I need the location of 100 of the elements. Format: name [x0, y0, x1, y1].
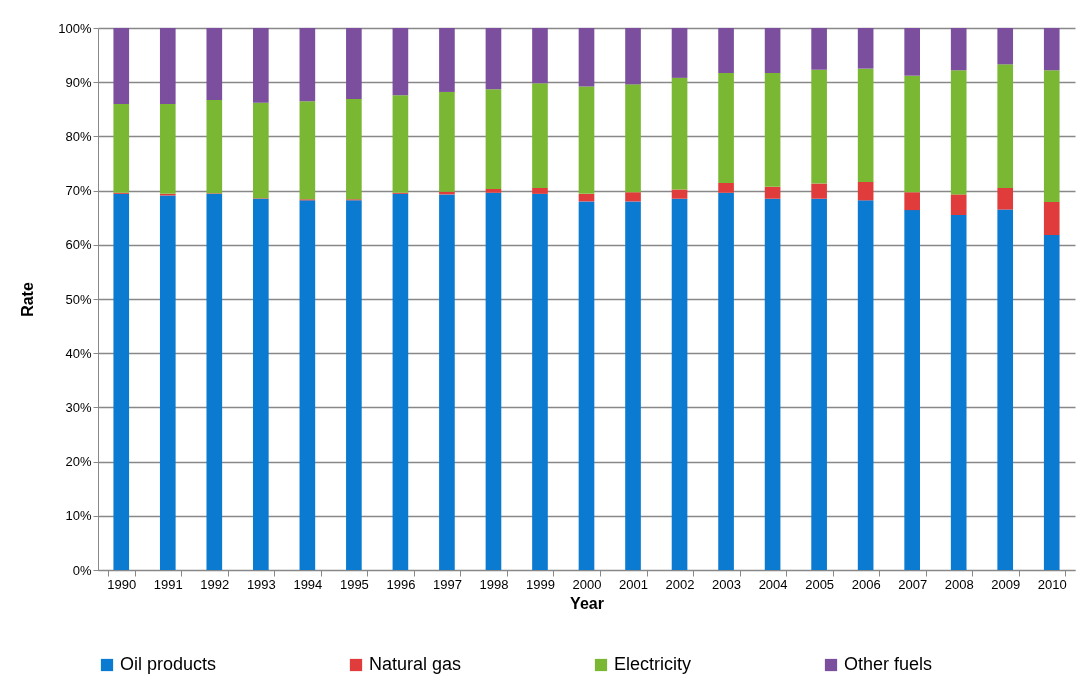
bar: [346, 200, 362, 570]
bar: [532, 28, 548, 84]
x-tick-label: 2003: [712, 576, 742, 592]
bar: [764, 198, 781, 570]
bar: [346, 28, 362, 99]
bar: [671, 198, 688, 570]
bar: [764, 186, 781, 199]
x-tick-label: 2002: [665, 576, 695, 592]
bar: [671, 77, 688, 190]
legend-label: Natural gas: [369, 654, 462, 674]
bar: [671, 189, 688, 199]
x-tick-label: 2004: [758, 576, 788, 592]
bar: [532, 193, 548, 570]
x-tick-label: 2008: [944, 576, 974, 592]
bar: [857, 181, 874, 201]
bar: [1043, 28, 1060, 71]
y-tick-label: 60%: [65, 237, 92, 253]
bar: [485, 192, 502, 570]
x-tick-label: 2001: [619, 576, 648, 592]
y-tick-label: 10%: [65, 508, 92, 524]
bar: [857, 200, 874, 570]
bar: [578, 201, 595, 570]
bar: [811, 198, 827, 570]
bar: [671, 28, 688, 78]
bar: [811, 69, 827, 184]
bar: [764, 72, 781, 187]
x-tick-label: 1992: [200, 576, 230, 592]
bar: [811, 28, 827, 70]
y-tick-label: 30%: [65, 399, 92, 415]
bar: [439, 91, 455, 192]
bar: [625, 192, 641, 202]
bar: [392, 28, 409, 96]
bar: [950, 28, 967, 71]
y-tick-label: 50%: [65, 291, 92, 307]
x-tick-label: 1994: [293, 576, 323, 592]
x-tick-label: 2000: [572, 576, 602, 592]
bar: [532, 83, 548, 188]
y-tick-label: 20%: [65, 454, 92, 470]
bar: [1043, 70, 1060, 202]
bar: [159, 195, 176, 570]
bar: [950, 214, 967, 570]
x-tick-label: 1993: [246, 576, 276, 592]
bar: [997, 64, 1014, 188]
bar: [392, 95, 409, 193]
x-tick-label: 1996: [386, 576, 416, 592]
bar: [857, 68, 874, 182]
bar: [578, 28, 595, 87]
bar: [950, 70, 967, 195]
x-axis-title: Year: [570, 594, 604, 612]
y-tick-label: 40%: [65, 345, 92, 361]
y-tick-label: 90%: [65, 74, 92, 90]
legend-label: Other fuels: [844, 654, 933, 674]
bar: [1043, 235, 1060, 570]
bar: [718, 183, 734, 193]
bar: [299, 28, 316, 102]
bar: [904, 210, 920, 570]
bar: [159, 28, 176, 104]
y-tick-label: 80%: [65, 128, 92, 144]
bar: [113, 28, 130, 104]
x-tick-label: 1997: [432, 576, 462, 592]
x-tick-label: 1995: [339, 576, 369, 592]
bar: [718, 72, 734, 184]
bar: [206, 100, 223, 194]
bar: [206, 193, 223, 570]
bar: [997, 187, 1014, 210]
bar: [253, 28, 269, 103]
bar: [485, 188, 502, 193]
bar: [439, 28, 455, 92]
bar: [485, 89, 502, 189]
x-tick-label: 2009: [991, 576, 1021, 592]
y-tick-label: 100%: [58, 20, 92, 36]
bar: [997, 28, 1014, 65]
x-tick-label: 2005: [805, 576, 835, 592]
bar: [718, 28, 734, 73]
bar: [253, 198, 269, 570]
x-tick-label: 1991: [153, 576, 183, 592]
bar: [253, 102, 269, 199]
bar: [206, 28, 223, 101]
bar: [625, 28, 641, 85]
bar: [113, 103, 130, 193]
y-tick-label: 70%: [65, 183, 92, 199]
bar: [950, 194, 967, 215]
x-tick-label: 1990: [107, 576, 137, 592]
bar: [392, 193, 409, 570]
bar: [997, 209, 1014, 570]
legend-label: Oil products: [120, 654, 217, 674]
x-tick-label: 2010: [1037, 576, 1067, 592]
bar: [299, 101, 316, 200]
bar: [857, 28, 874, 69]
bar: [1043, 201, 1060, 236]
x-tick-label: 1999: [526, 576, 555, 592]
bar: [625, 84, 641, 193]
bar: [718, 192, 734, 570]
bar: [578, 86, 595, 194]
bar: [439, 194, 455, 570]
bar: [811, 183, 827, 199]
y-tick-label: 0%: [72, 562, 92, 578]
bar: [159, 103, 176, 194]
bar: [904, 75, 920, 193]
bar: [904, 28, 920, 76]
